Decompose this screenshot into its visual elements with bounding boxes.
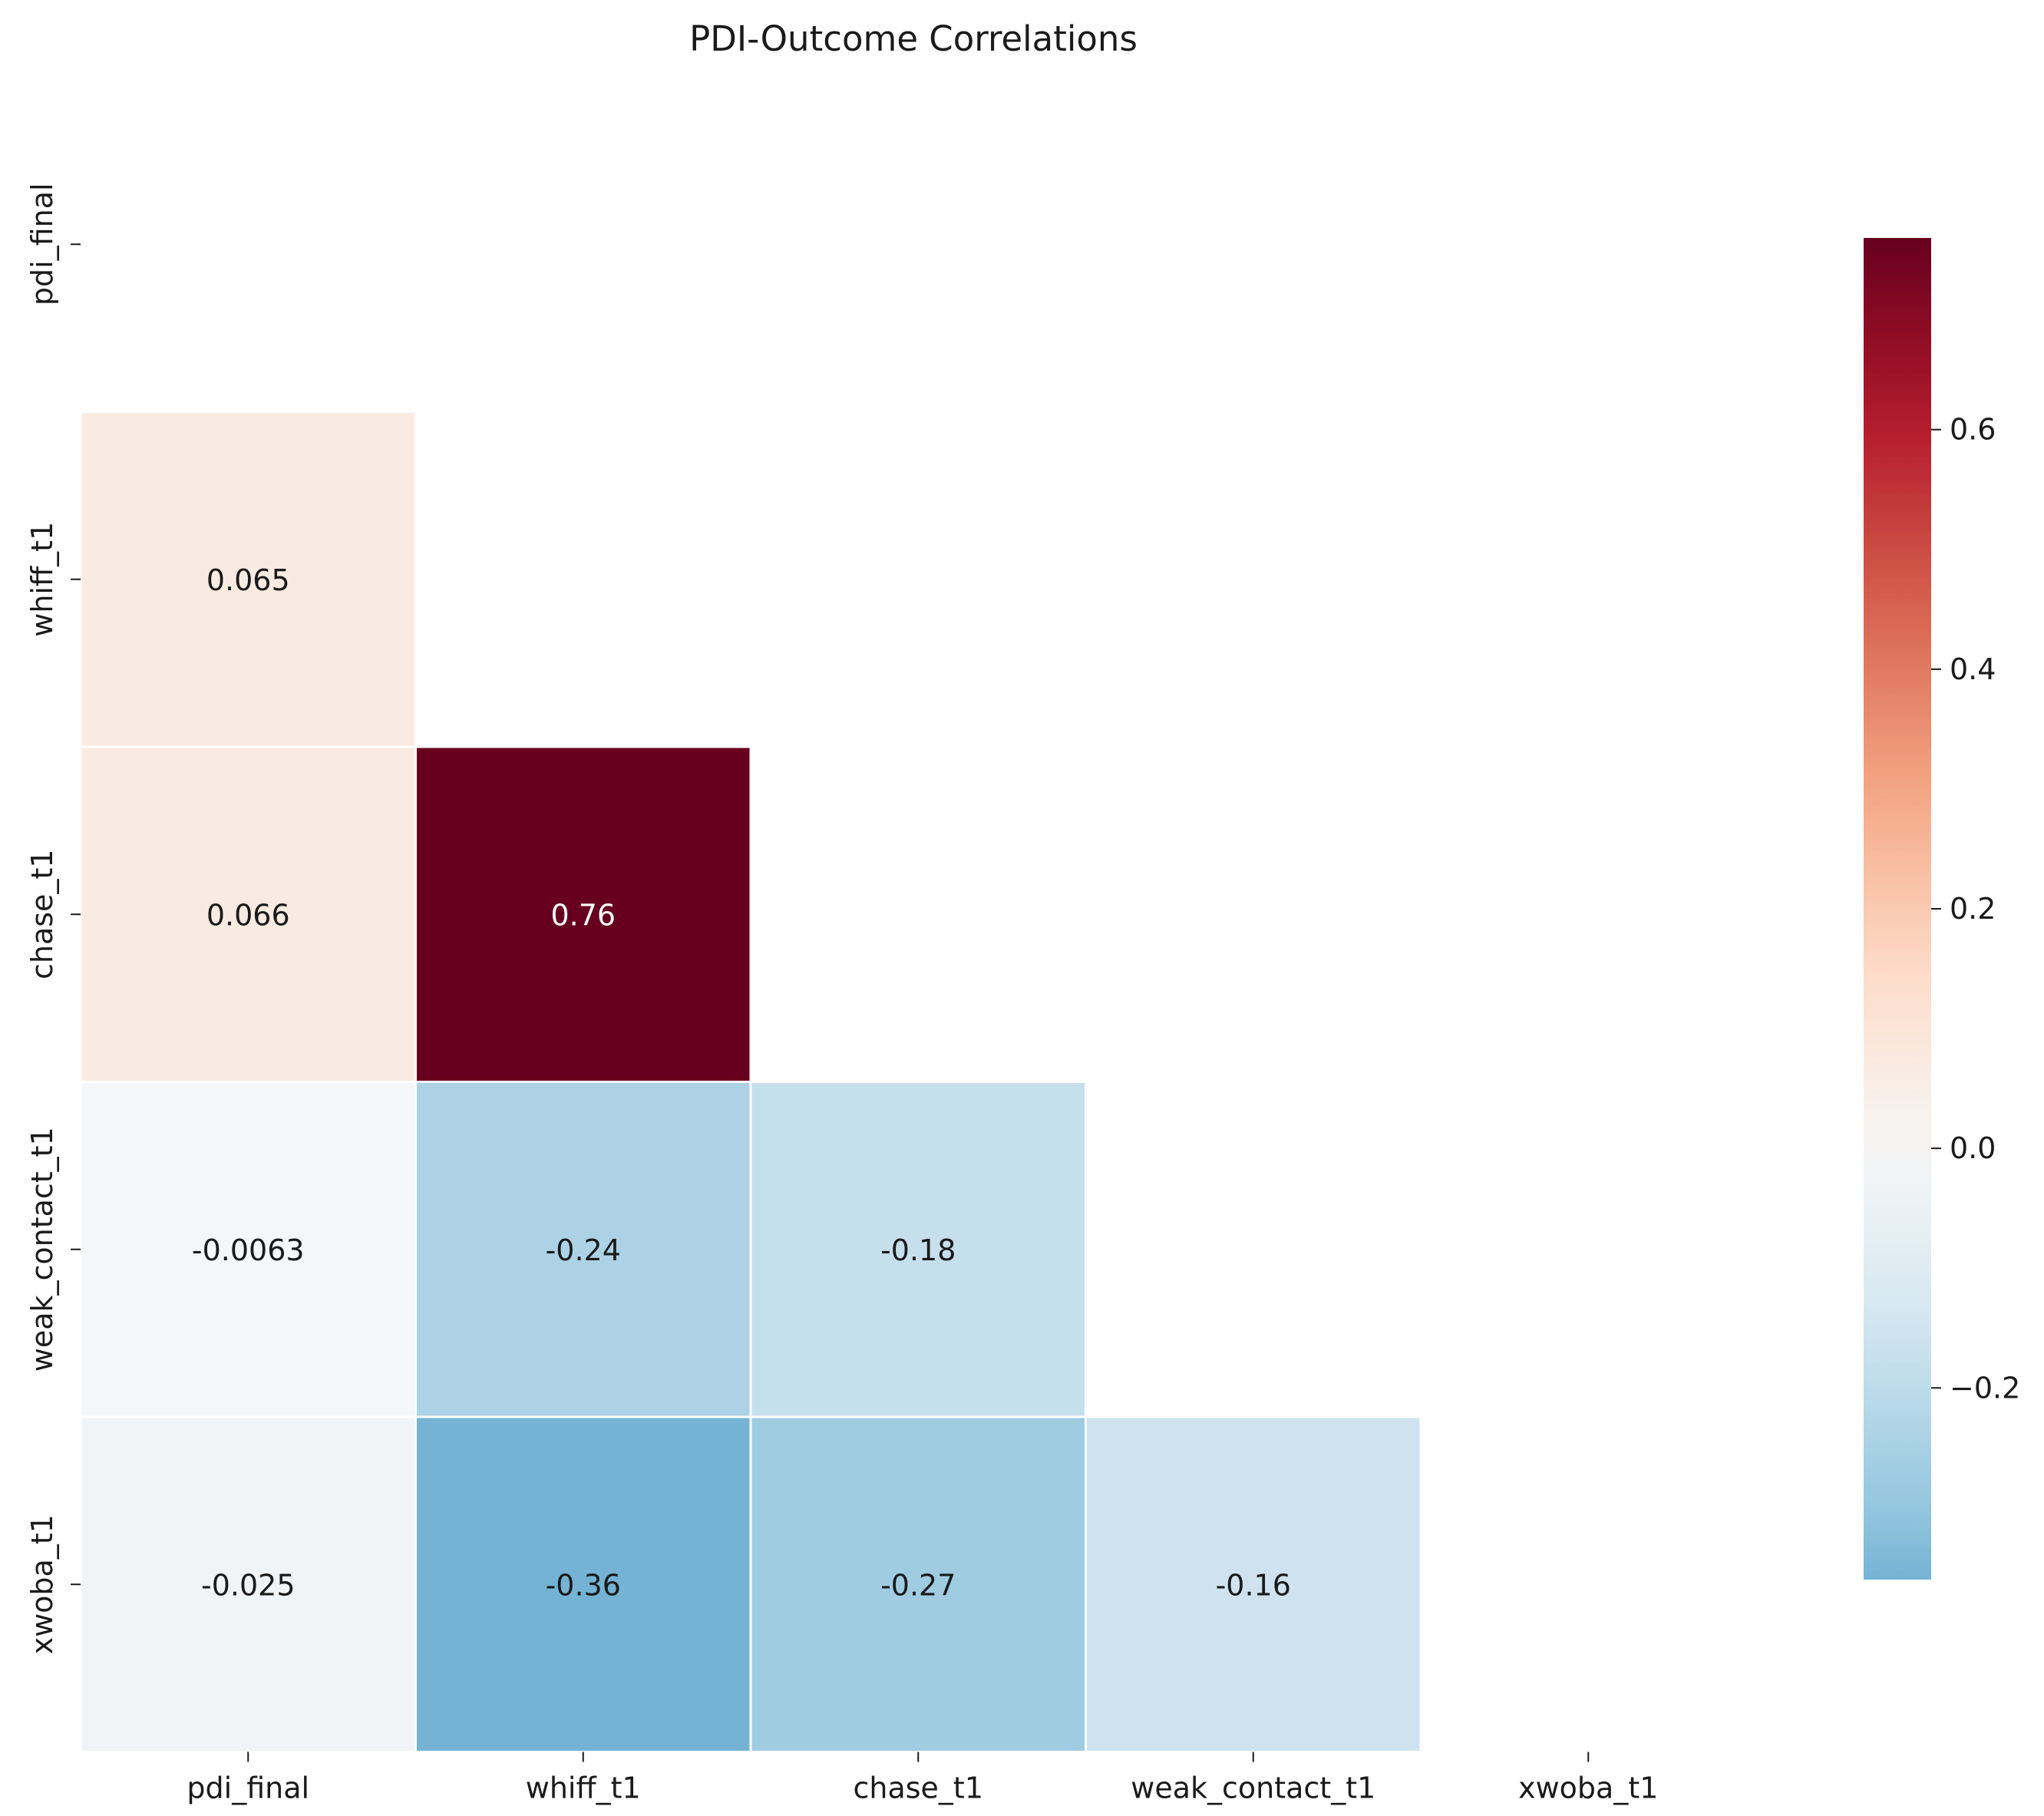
x-tick-label: xwoba_t1 (1518, 1771, 1658, 1805)
colorbar-tick-label: 0.0 (1950, 1131, 1996, 1165)
cell-value-label: 0.066 (206, 898, 290, 932)
heatmap-cell (414, 1081, 752, 1418)
x-tick-label: weak_contact_t1 (1131, 1771, 1375, 1805)
x-tick-label: chase_t1 (853, 1771, 983, 1805)
colorbar-tick-label: 0.6 (1950, 413, 1996, 447)
colorbar-tick-label: 0.2 (1950, 892, 1996, 926)
heatmap-cells (79, 411, 1422, 1753)
heatmap-cell (414, 1415, 752, 1753)
colorbar-tick-label: 0.4 (1950, 652, 1996, 686)
cell-value-label: -0.025 (201, 1568, 296, 1602)
x-axis: pdi_final whiff_t1 chase_t1 weak_contact_t1… (187, 1752, 1658, 1805)
colorbar-gradient (1864, 238, 1931, 1580)
heatmap-cell (414, 745, 752, 1083)
heatmap-cell (749, 1081, 1087, 1418)
cell-value-label: -0.16 (1216, 1568, 1291, 1602)
x-tick-label: pdi_final (187, 1771, 309, 1805)
chart-title: PDI-Outcome Correlations (689, 18, 1138, 59)
cell-value-label: -0.18 (880, 1233, 956, 1267)
y-tick-label: xwoba_t1 (25, 1514, 59, 1654)
heatmap-cell (79, 745, 417, 1083)
cell-value-label: -0.27 (880, 1568, 956, 1602)
cell-value-label: 0.76 (550, 898, 616, 932)
colorbar: −0.2 0.0 0.2 0.4 0.6 (1864, 238, 2020, 1580)
y-tick-label: chase_t1 (25, 849, 59, 979)
colorbar-tick-label: −0.2 (1950, 1371, 2020, 1405)
x-tick-label: whiff_t1 (526, 1771, 641, 1805)
heatmap-cell (79, 411, 417, 748)
y-axis: pdi_final whiff_t1 chase_t1 weak_contact_t1… (25, 183, 81, 1654)
cell-value-label: -0.24 (546, 1233, 621, 1267)
cell-value-label: -0.36 (546, 1568, 621, 1602)
heatmap-cell (79, 1081, 417, 1418)
heatmap-cell (1085, 1415, 1422, 1753)
heatmap-cell (79, 1415, 417, 1753)
cell-value-label: 0.065 (206, 563, 290, 597)
y-tick-label: pdi_final (25, 183, 59, 305)
y-tick-label: weak_contact_t1 (25, 1127, 59, 1372)
cell-value-label: -0.0063 (192, 1233, 305, 1267)
heatmap-cell-labels: 0.065 0.066 0.76 -0.0063 -0.24 -0.18 -0.025 -0.… (192, 563, 1291, 1603)
y-tick-label: whiff_t1 (25, 522, 59, 637)
